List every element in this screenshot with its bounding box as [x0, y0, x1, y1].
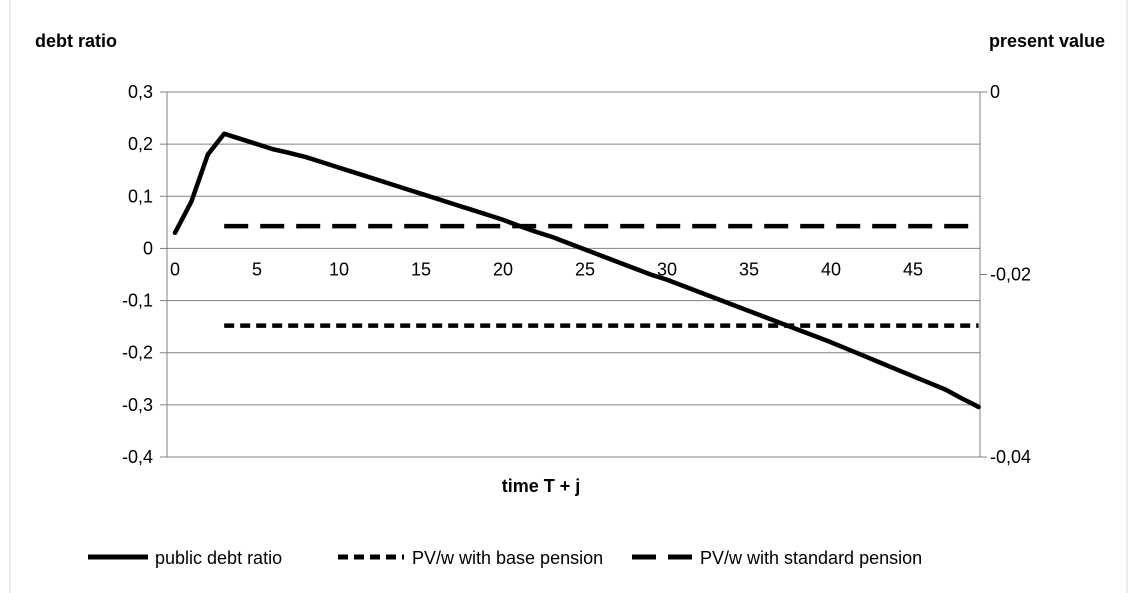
- left-tick-label: -0,2: [122, 343, 153, 363]
- legend-label-base-pension: PV/w with base pension: [412, 548, 603, 568]
- left-tick-label: 0,2: [128, 134, 153, 154]
- x-tick-label: 45: [903, 259, 923, 279]
- x-tick-label: 35: [739, 259, 759, 279]
- x-tick-label: 15: [411, 259, 431, 279]
- left-tick-label: 0,1: [128, 186, 153, 206]
- series-line-public-debt-ratio: [172, 131, 981, 410]
- x-tick-label: 0: [170, 259, 180, 279]
- right-tick-label: -0,04: [990, 447, 1031, 467]
- right-tick-label: -0,02: [990, 265, 1031, 285]
- legend-item-public-debt-ratio: public debt ratio: [88, 548, 282, 568]
- left-tick-label: 0: [143, 238, 153, 258]
- legend: public debt ratio PV/w with base pension…: [88, 548, 922, 568]
- left-tick-label: -0,1: [122, 291, 153, 311]
- left-axis-title: debt ratio: [35, 31, 117, 51]
- right-y-ticks: 0 -0,02 -0,04: [980, 82, 1031, 467]
- x-tick-label: 25: [575, 259, 595, 279]
- left-y-ticks: 0,3 0,2 0,1 0 -0,1 -0,2 -0,3 -0,4: [122, 82, 167, 467]
- x-axis-title: time T + j: [502, 476, 581, 496]
- x-tick-label: 40: [821, 259, 841, 279]
- gridlines: [167, 91, 980, 458]
- x-tick-label: 10: [329, 259, 349, 279]
- legend-label-public-debt-ratio: public debt ratio: [155, 548, 282, 568]
- series: [172, 131, 981, 410]
- x-tick-label: 5: [252, 259, 262, 279]
- right-axis-title: present value: [989, 31, 1105, 51]
- left-tick-label: -0,4: [122, 447, 153, 467]
- right-tick-label: 0: [990, 82, 1000, 102]
- x-tick-label: 30: [657, 259, 677, 279]
- legend-item-base-pension: PV/w with base pension: [338, 548, 603, 568]
- x-tick-label: 20: [493, 259, 513, 279]
- left-tick-label: -0,3: [122, 395, 153, 415]
- legend-label-standard-pension: PV/w with standard pension: [700, 548, 922, 568]
- left-tick-label: 0,3: [128, 82, 153, 102]
- x-ticks: 0 5 10 15 20 25 30 35 40 45: [170, 259, 923, 279]
- legend-item-standard-pension: PV/w with standard pension: [632, 548, 922, 568]
